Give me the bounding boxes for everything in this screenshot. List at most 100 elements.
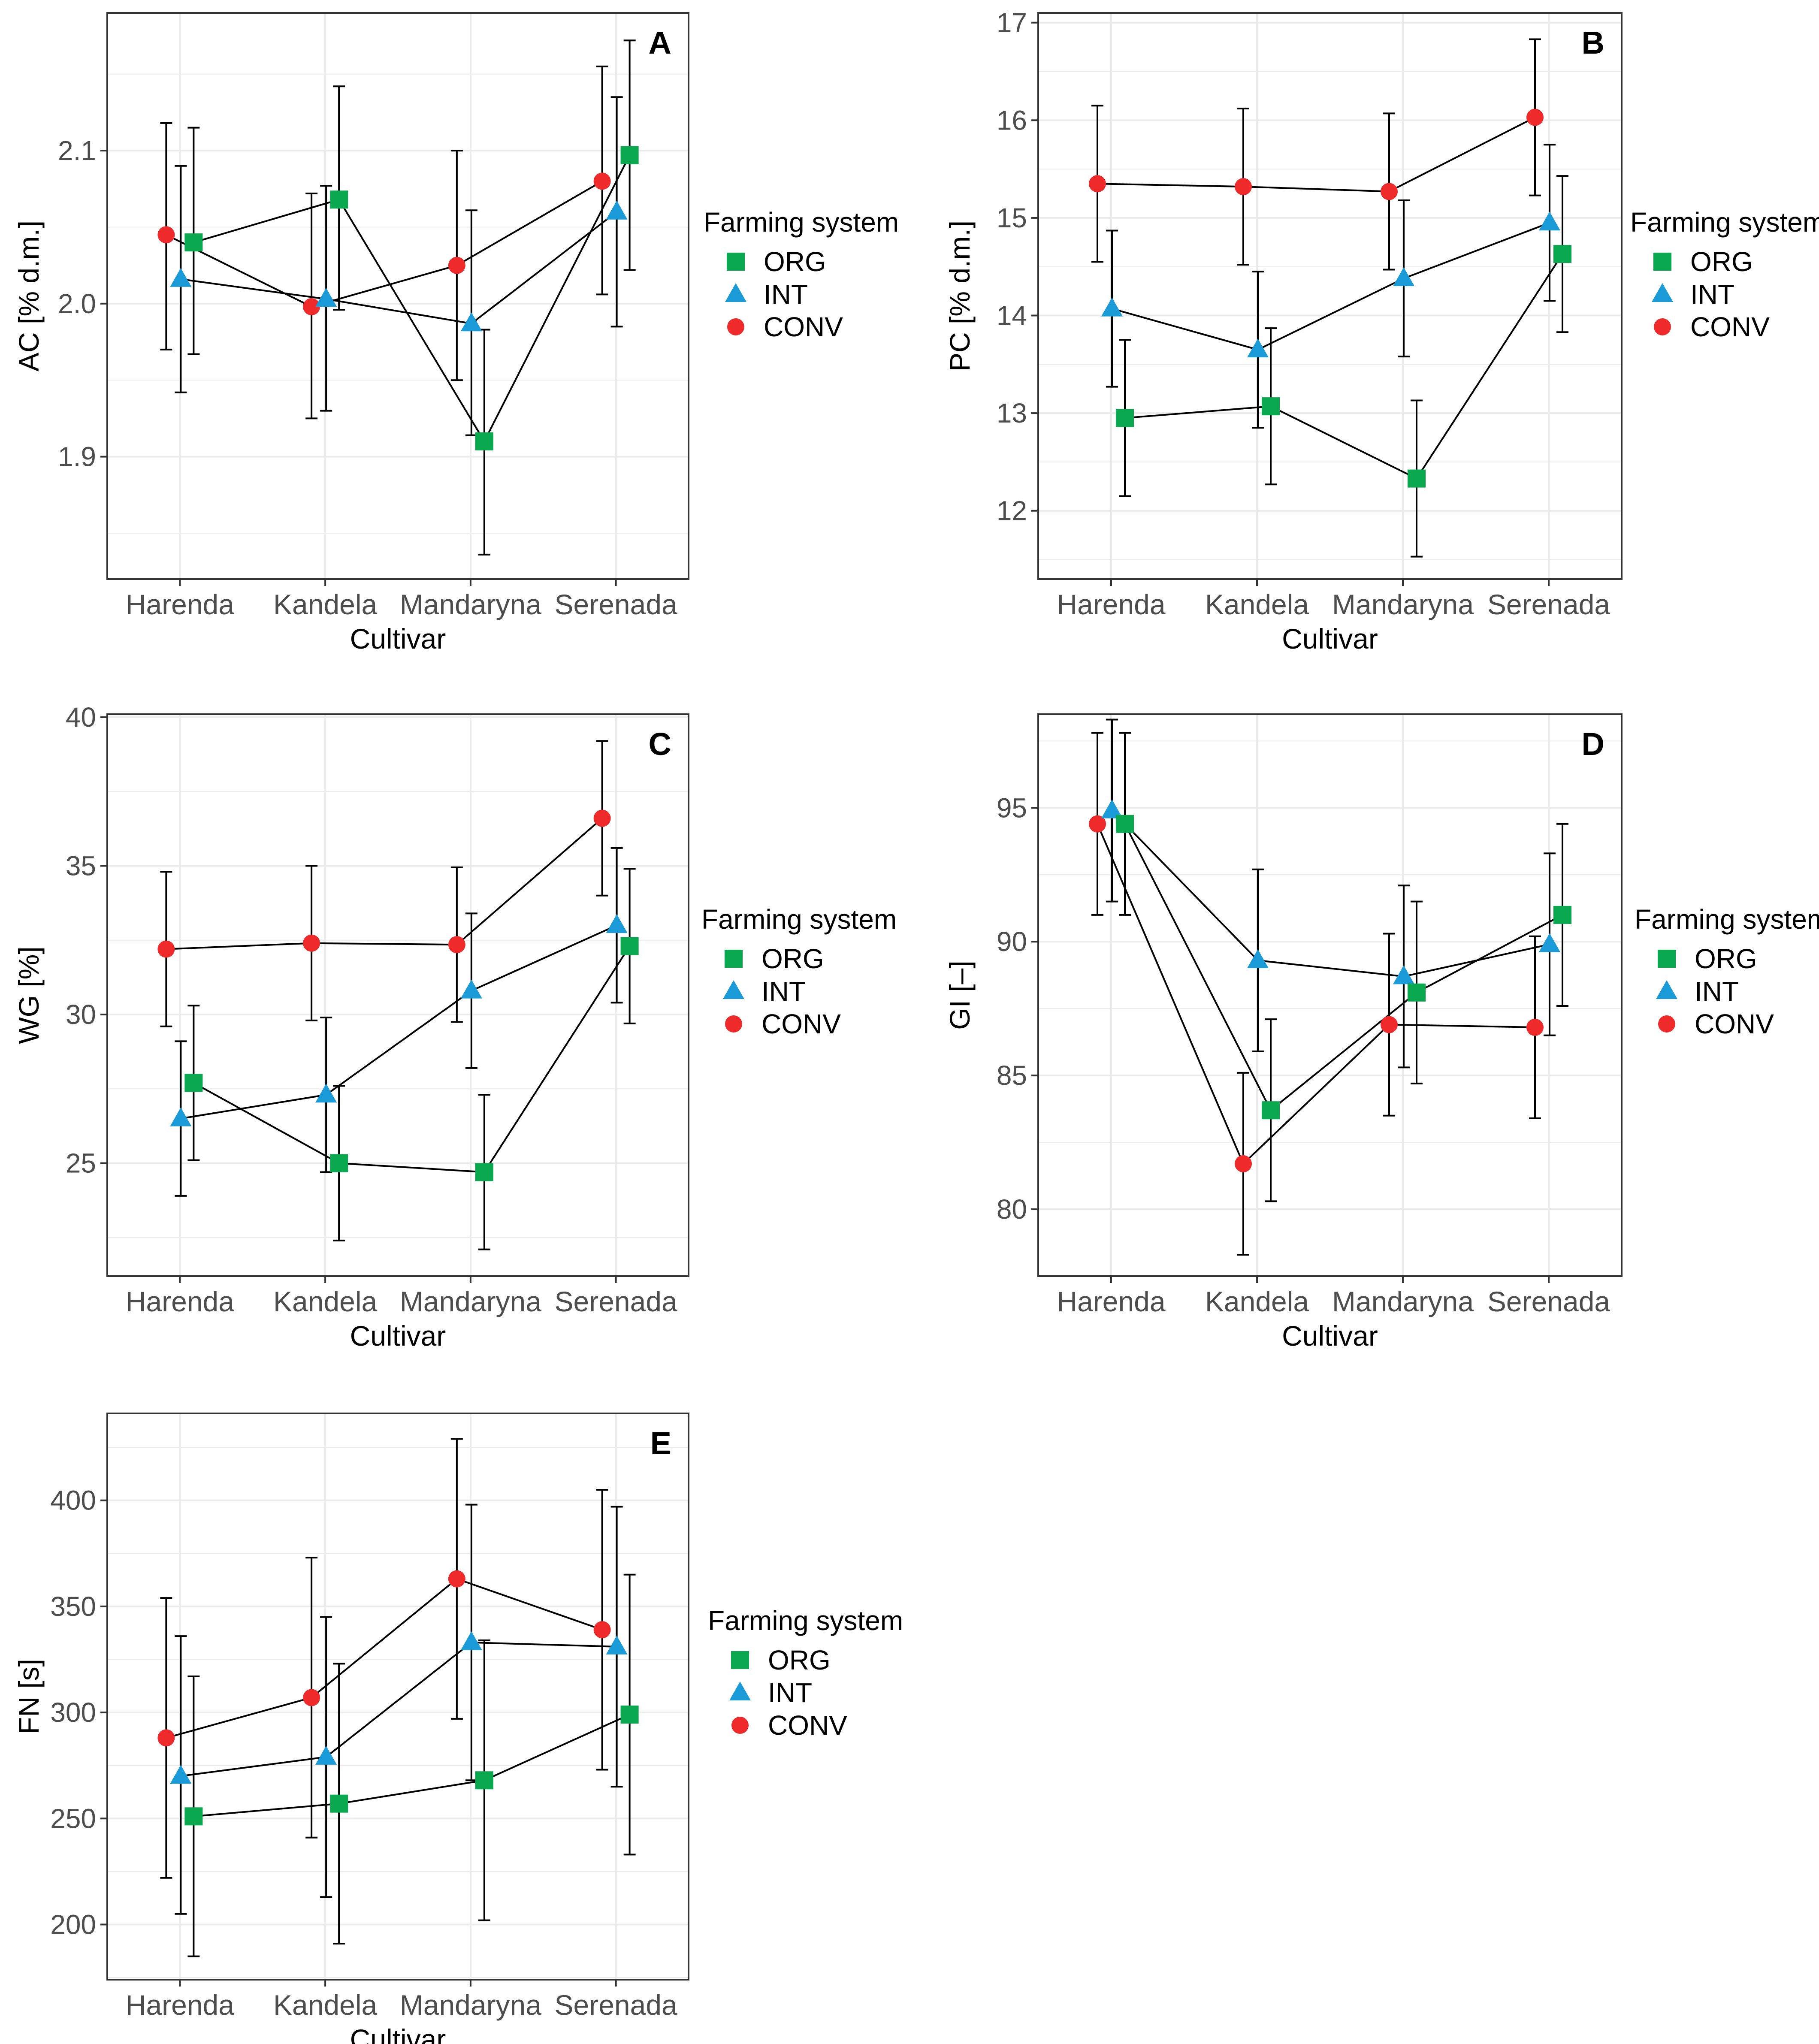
- panel-c-xlabel: Cultivar: [350, 1320, 446, 1352]
- panel-a-org-point: [330, 190, 348, 209]
- legend-org-key: [727, 253, 745, 271]
- panel-c-org-point: [184, 1074, 203, 1092]
- panel-a-org-point: [620, 146, 639, 164]
- panel-e-xtick-label: Serenada: [555, 1989, 678, 2021]
- panel-b-letter: B: [1582, 25, 1604, 60]
- panel-b-conv-point: [1381, 183, 1398, 200]
- panel-b-org-point: [1553, 245, 1571, 263]
- panel-d-conv-point: [1089, 815, 1106, 833]
- panel-a-xtick-label: Mandaryna: [400, 589, 541, 620]
- legend-org-key: [1653, 253, 1671, 271]
- panel-d: D 80 85 90 95 Harenda Kandela Mandaryna Serenada…: [944, 713, 1819, 1352]
- panel-b-xtick-label: Serenada: [1487, 589, 1611, 620]
- panel-d-ytick-label: 85: [997, 1060, 1027, 1091]
- panel-b-org-line: [1124, 254, 1563, 480]
- panel-b-conv-line: [1097, 116, 1535, 193]
- panel-b-int-point: [1101, 297, 1123, 317]
- panel-d-org-point: [1408, 983, 1426, 1002]
- legend-org-label: ORG: [764, 246, 826, 277]
- panel-d-org-point: [1116, 815, 1134, 833]
- panel-e-conv-point: [157, 1729, 175, 1747]
- legend-conv-label: CONV: [1695, 1008, 1774, 1039]
- panel-b-ytick-label: 13: [997, 398, 1027, 429]
- panel-c-int-point: [170, 1107, 192, 1126]
- legend-int-key: [729, 1682, 751, 1700]
- panel-c-conv-point: [593, 809, 611, 827]
- panel-c-ytick-label: 30: [66, 999, 96, 1030]
- panel-a-ylabel: AC [% d.m.]: [13, 220, 45, 371]
- legend-org-key: [725, 950, 743, 968]
- panel-b-ytick-label: 12: [997, 495, 1027, 526]
- panel-e-org-point: [184, 1807, 203, 1826]
- panel-e-ylabel: FN [s]: [13, 1659, 45, 1734]
- panel-a-ytick-label: 2.0: [58, 288, 96, 319]
- panel-e-int-point: [460, 1631, 482, 1650]
- panel-b-org-point: [1408, 469, 1426, 488]
- panel-d-ytick-label: 80: [997, 1194, 1027, 1225]
- legend-title: Farming system: [1635, 904, 1819, 935]
- legend-conv-key: [731, 1717, 749, 1734]
- panel-d-conv-line: [1097, 823, 1535, 1165]
- panel-b-ytick-label: 17: [997, 7, 1027, 38]
- panel-b-conv-point: [1526, 109, 1544, 126]
- panel-a-conv-line: [166, 180, 603, 308]
- panel-c-xtick-label: Harenda: [126, 1286, 234, 1317]
- panel-c-org-point: [620, 937, 639, 955]
- legend-int-label: INT: [1695, 976, 1739, 1007]
- legend-int-key: [1656, 980, 1677, 999]
- panel-e-int-point: [606, 1635, 628, 1655]
- panel-a-int-point: [606, 200, 628, 220]
- panel-b-ylabel: PC [% d.m.]: [944, 220, 976, 371]
- panel-b-org-point: [1116, 409, 1134, 427]
- panel-c-conv-line: [166, 818, 603, 950]
- legend-org-key: [731, 1651, 749, 1669]
- panel-b-org-point: [1262, 397, 1280, 416]
- legend-int-label: INT: [761, 976, 806, 1007]
- panel-e-conv-point: [448, 1570, 465, 1588]
- panel-e-int-point: [170, 1765, 192, 1784]
- panel-d-ytick-label: 90: [997, 926, 1027, 957]
- panel-b-int-point: [1393, 267, 1414, 287]
- panel-d-int-point: [1101, 799, 1123, 818]
- panel-e-xlabel: Cultivar: [350, 2023, 446, 2044]
- panel-a-letter: A: [649, 25, 671, 60]
- panel-d-org-point: [1553, 906, 1571, 924]
- panel-a-xtick-label: Kandela: [273, 589, 378, 620]
- legend-conv-key: [1654, 318, 1671, 335]
- panel-d-xtick-label: Serenada: [1487, 1286, 1611, 1317]
- panel-a-xtick-label: Harenda: [126, 589, 234, 620]
- legend-title: Farming system: [704, 207, 899, 238]
- panel-e-int-point: [315, 1745, 337, 1765]
- panel-c-conv-point: [303, 934, 320, 952]
- legend-conv-key: [1658, 1015, 1675, 1033]
- panel-b-conv-point: [1089, 175, 1106, 193]
- panel-e-border: [106, 1413, 689, 1981]
- panel-c-int-point: [315, 1084, 337, 1103]
- panel-b-ytick-label: 14: [997, 300, 1027, 331]
- panel-d-conv-point: [1526, 1018, 1544, 1036]
- panel-a-int-point: [315, 288, 337, 307]
- panel-a-xlabel: Cultivar: [350, 623, 446, 655]
- panel-d-ylabel: GI [–]: [944, 960, 976, 1030]
- panel-e: E 200 250 300 350 400 Harenda Kandela Mandaryna S…: [13, 1413, 903, 2044]
- panel-b-conv-point: [1235, 178, 1252, 196]
- panel-b-xtick-label: Harenda: [1057, 589, 1165, 620]
- panel-d-org-point: [1262, 1101, 1280, 1120]
- panel-e-org-point: [330, 1794, 348, 1813]
- panel-c-ytick-label: 40: [66, 702, 96, 733]
- panel-b-ytick-label: 16: [997, 105, 1027, 136]
- panel-c-org-line: [193, 945, 631, 1173]
- legend-conv-label: CONV: [761, 1008, 841, 1039]
- panel-d-int-point: [1393, 965, 1414, 984]
- panel-d-conv-point: [1381, 1016, 1398, 1033]
- panel-b-int-point: [1247, 338, 1269, 358]
- panel-d-int-point: [1539, 933, 1560, 952]
- panel-e-xtick-label: Kandela: [273, 1989, 378, 2021]
- legend-conv-key: [727, 318, 744, 335]
- panel-e-conv-line: [166, 1578, 603, 1739]
- legend-title: Farming system: [708, 1605, 903, 1636]
